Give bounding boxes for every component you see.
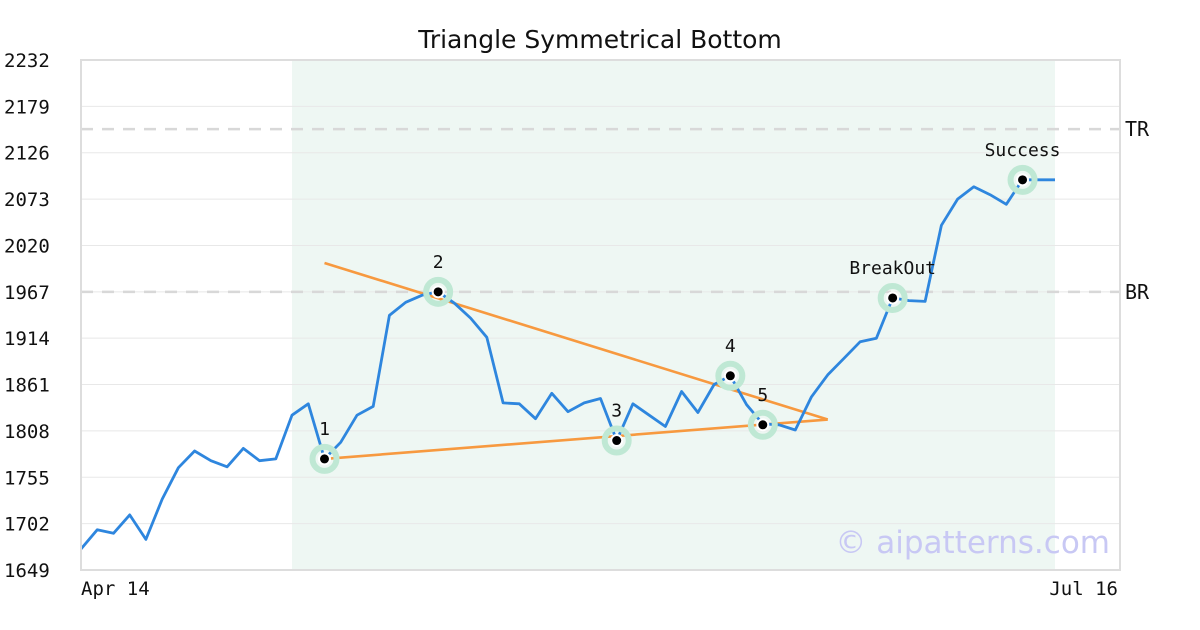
y-axis-ticks: 2232 2179 2126 2073 2020 1967 1914 1861 1808 1755… [4, 50, 50, 582]
y-tick-label: 2020 [4, 235, 50, 257]
shaded-pattern-region [292, 60, 1055, 570]
pivot-halo [1007, 164, 1038, 195]
trendline [324, 418, 828, 461]
pivot-halo [715, 360, 746, 391]
y-tick-label: 2073 [4, 189, 50, 211]
pattern-shade-rect [292, 60, 1055, 570]
pivot-halo [309, 443, 340, 474]
y-tick-label: 1914 [4, 328, 50, 350]
reference-lines: TR BR [81, 117, 1150, 304]
trend-lines [324, 261, 829, 461]
pivot-halo [747, 409, 778, 440]
plot-frame [80, 59, 1121, 571]
watermark: © aipatterns.com [835, 525, 1110, 561]
pivot-label: Success [985, 140, 1061, 161]
y-tick-label: 1808 [4, 421, 50, 443]
pivot-label: 5 [757, 385, 768, 406]
y-tick-label: 1649 [4, 560, 50, 582]
pivot-label: 2 [433, 252, 444, 273]
pivot-label: 1 [319, 419, 330, 440]
pivot-point [610, 434, 624, 448]
pivot-point [756, 418, 770, 432]
pivot-markers: 1 2 3 4 5 BreakOut Success [309, 140, 1061, 474]
chart-title: Triangle Symmetrical Bottom [417, 25, 782, 54]
x-tick-start: Apr 14 [81, 578, 150, 600]
pivot-label: 4 [725, 336, 736, 357]
trendline [324, 261, 829, 421]
y-tick-label: 2126 [4, 143, 50, 165]
pivot-point [886, 291, 900, 305]
pivot-label: 3 [611, 401, 622, 422]
y-tick-label: 2232 [4, 50, 50, 72]
pivot-halo [877, 282, 908, 313]
pivot-point [318, 452, 331, 466]
y-tick-label: 1702 [4, 514, 50, 536]
pivot-halo [423, 276, 454, 307]
y-tick-label: 2179 [4, 96, 50, 118]
pivot-halo [601, 425, 632, 456]
y-tick-label: 1861 [4, 375, 50, 397]
pivot-point [431, 285, 445, 299]
y-tick-label: 1967 [4, 282, 50, 304]
pivot-point [723, 369, 737, 383]
pivot-point [1016, 173, 1030, 187]
y-tick-label: 1755 [4, 467, 50, 489]
reference-label-br: BR [1125, 280, 1150, 304]
x-tick-end: Jul 16 [1049, 578, 1118, 600]
reference-label-tr: TR [1125, 117, 1150, 141]
grid-lines [81, 105, 1120, 525]
pivot-label: BreakOut [849, 258, 936, 279]
